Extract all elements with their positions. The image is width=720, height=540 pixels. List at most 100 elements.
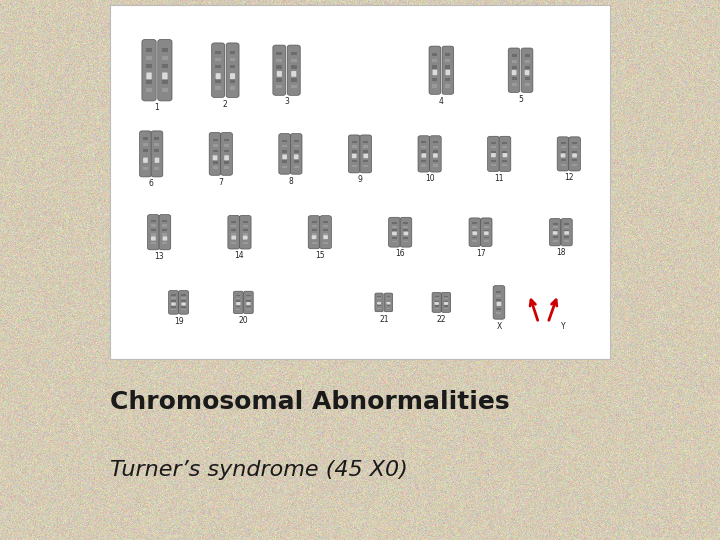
Bar	[312, 229, 317, 231]
Bar	[403, 240, 408, 242]
Text: 5: 5	[518, 95, 523, 104]
Bar	[433, 151, 438, 153]
FancyBboxPatch shape	[499, 136, 510, 172]
Bar	[243, 220, 248, 222]
FancyBboxPatch shape	[521, 48, 533, 92]
Text: 8: 8	[288, 177, 293, 186]
FancyBboxPatch shape	[480, 218, 492, 246]
FancyBboxPatch shape	[171, 302, 176, 306]
Bar	[497, 291, 502, 293]
FancyBboxPatch shape	[389, 217, 400, 247]
FancyBboxPatch shape	[421, 153, 426, 158]
Bar	[511, 66, 517, 69]
Bar	[524, 55, 529, 57]
FancyBboxPatch shape	[364, 154, 368, 158]
Bar	[243, 233, 248, 235]
Bar	[163, 242, 167, 245]
Bar	[524, 60, 529, 63]
Text: 3: 3	[284, 98, 289, 106]
Bar	[560, 146, 566, 148]
FancyBboxPatch shape	[446, 70, 450, 75]
Text: 10: 10	[425, 174, 434, 184]
Bar	[212, 150, 217, 152]
Bar	[162, 64, 168, 68]
Bar	[294, 166, 299, 168]
Bar	[503, 164, 508, 166]
Bar	[145, 80, 153, 84]
Bar	[312, 225, 317, 227]
Bar	[181, 300, 186, 302]
Bar	[435, 308, 439, 309]
Bar	[435, 295, 439, 297]
Bar	[236, 309, 240, 310]
Bar	[171, 294, 176, 296]
Bar	[181, 309, 186, 310]
FancyBboxPatch shape	[433, 70, 437, 75]
Bar	[403, 222, 408, 224]
Bar	[387, 308, 390, 309]
Bar	[432, 59, 438, 62]
FancyBboxPatch shape	[444, 302, 448, 305]
Bar	[162, 89, 168, 92]
Bar	[511, 83, 517, 86]
FancyBboxPatch shape	[308, 215, 320, 249]
FancyBboxPatch shape	[155, 158, 159, 163]
Text: 4: 4	[439, 97, 444, 106]
Bar	[377, 296, 381, 297]
Bar	[291, 85, 297, 88]
FancyBboxPatch shape	[377, 302, 381, 305]
Bar	[154, 144, 160, 146]
Bar	[364, 150, 369, 153]
Bar	[151, 225, 156, 227]
FancyBboxPatch shape	[430, 136, 441, 172]
FancyBboxPatch shape	[140, 131, 151, 177]
Bar	[403, 237, 408, 239]
Text: 19: 19	[174, 317, 184, 326]
Bar	[171, 306, 176, 307]
FancyBboxPatch shape	[224, 156, 229, 160]
Bar	[445, 78, 451, 81]
Bar	[181, 294, 186, 296]
FancyBboxPatch shape	[497, 302, 501, 306]
Text: 22: 22	[436, 315, 446, 325]
FancyBboxPatch shape	[442, 46, 454, 94]
Bar	[364, 140, 369, 143]
Bar	[392, 226, 397, 227]
FancyBboxPatch shape	[212, 156, 217, 160]
Bar	[236, 298, 240, 299]
FancyBboxPatch shape	[294, 154, 299, 159]
Bar	[564, 237, 569, 238]
Bar	[145, 89, 153, 92]
Bar	[433, 146, 438, 148]
Bar	[282, 160, 287, 163]
FancyBboxPatch shape	[484, 232, 489, 235]
Bar	[572, 151, 577, 153]
Bar	[224, 150, 229, 152]
Bar	[484, 240, 489, 242]
Text: 6: 6	[149, 179, 153, 188]
Text: 18: 18	[556, 248, 566, 258]
Bar	[323, 229, 328, 231]
Bar	[154, 137, 160, 140]
Bar	[282, 150, 287, 153]
Bar	[553, 240, 557, 241]
FancyBboxPatch shape	[243, 291, 253, 314]
Bar	[212, 161, 217, 164]
FancyBboxPatch shape	[216, 73, 220, 79]
Bar	[560, 159, 566, 161]
Bar	[145, 48, 153, 52]
Bar	[231, 229, 236, 231]
Bar	[236, 300, 240, 302]
Bar	[387, 296, 390, 297]
Bar	[246, 309, 251, 310]
FancyBboxPatch shape	[352, 154, 356, 158]
FancyBboxPatch shape	[168, 291, 179, 314]
FancyBboxPatch shape	[236, 302, 240, 305]
Text: Y: Y	[562, 322, 566, 330]
FancyBboxPatch shape	[572, 153, 577, 158]
Bar	[282, 145, 287, 147]
FancyBboxPatch shape	[508, 48, 520, 92]
Bar	[351, 160, 357, 163]
Bar	[243, 242, 248, 244]
Bar	[294, 139, 299, 142]
